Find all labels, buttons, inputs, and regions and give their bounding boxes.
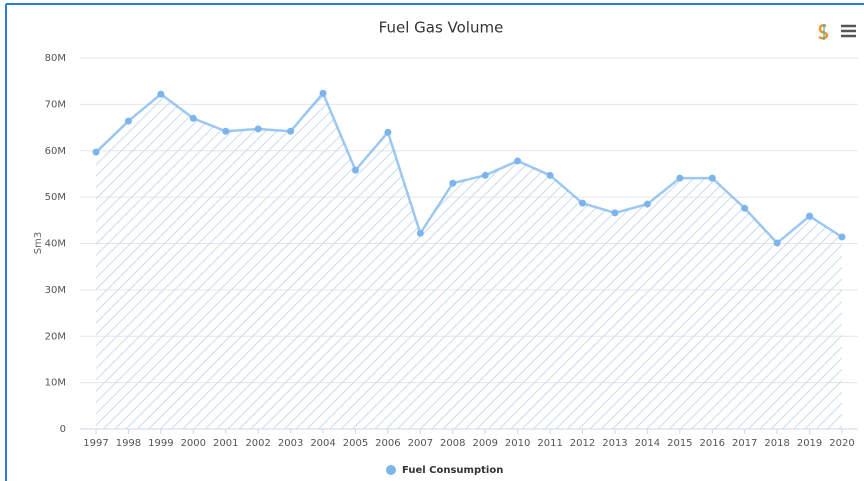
point <box>611 209 619 217</box>
point <box>676 174 684 182</box>
point <box>384 128 392 136</box>
area <box>96 93 842 430</box>
x-tick-label: 2012 <box>570 438 595 449</box>
y-tick-label: 20M <box>45 331 66 342</box>
x-tick-label: 2019 <box>797 438 822 449</box>
y-tick-label: 30M <box>45 285 66 296</box>
point <box>579 199 587 207</box>
x-tick-label: 2010 <box>505 438 530 449</box>
x-tick-label: 2003 <box>278 438 303 449</box>
point <box>319 89 327 97</box>
x-tick-label: 2014 <box>635 438 660 449</box>
y-axis-label: Sm3 <box>33 232 44 254</box>
point <box>546 171 554 179</box>
x-tick-label: 2002 <box>245 438 270 449</box>
x-tick-label: 2008 <box>440 438 465 449</box>
x-tick-label: 2006 <box>375 438 400 449</box>
x-tick-label: 2001 <box>213 438 238 449</box>
point <box>481 171 489 179</box>
y-tick-label: 60M <box>45 146 66 157</box>
x-tick-label: 2009 <box>472 438 497 449</box>
x-tick-label: 2020 <box>829 438 854 449</box>
x-tick-label: 2016 <box>700 438 725 449</box>
point <box>416 229 424 237</box>
point <box>708 174 716 182</box>
point <box>741 204 749 212</box>
x-tick-label: 2007 <box>408 438 433 449</box>
line <box>95 91 843 245</box>
x-tick-label: 2018 <box>764 438 789 449</box>
point <box>449 179 457 187</box>
y-tick-label: 70M <box>45 99 66 110</box>
legend-label: Fuel Consumption <box>402 465 503 476</box>
point <box>806 212 814 220</box>
x-tick-label: 2011 <box>537 438 562 449</box>
point <box>773 239 781 247</box>
x-tick-label: 2015 <box>667 438 692 449</box>
x-tick-label: 2000 <box>181 438 206 449</box>
point <box>351 166 359 174</box>
y-tick-label: 50M <box>45 192 66 203</box>
legend-marker <box>386 465 396 475</box>
point <box>643 200 651 208</box>
y-tick-label: 10M <box>45 378 66 389</box>
x-tick-label: 2013 <box>602 438 627 449</box>
menu-button[interactable] <box>838 22 858 40</box>
point <box>287 127 295 135</box>
y-tick-label: 0 <box>60 424 66 435</box>
point <box>189 114 197 122</box>
y-tick-label: 40M <box>45 239 66 250</box>
x-tick-label: 2004 <box>310 438 335 449</box>
point <box>124 117 132 125</box>
point <box>514 157 522 165</box>
logo-icon <box>818 24 829 40</box>
x-tick-label: 1999 <box>148 438 173 449</box>
chart-title: Fuel Gas Volume <box>379 19 504 37</box>
point <box>157 90 165 98</box>
point <box>838 233 846 241</box>
x-tick-label: 1997 <box>83 438 108 449</box>
point <box>254 125 262 133</box>
x-tick-label: 2017 <box>732 438 757 449</box>
y-tick-label: 80M <box>45 53 66 64</box>
point <box>92 148 100 156</box>
point <box>222 127 230 135</box>
x-tick-label: 1998 <box>116 438 141 449</box>
x-tick-label: 2005 <box>343 438 368 449</box>
